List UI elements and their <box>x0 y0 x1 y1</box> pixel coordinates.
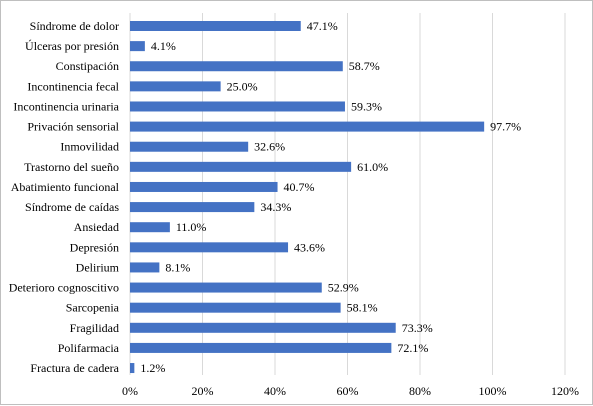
category-label: Fractura de cadera <box>30 361 119 375</box>
data-label: 4.1% <box>151 39 176 53</box>
data-label: 47.1% <box>307 19 338 33</box>
bar <box>130 21 301 31</box>
bar <box>130 121 485 132</box>
category-label: Sarcopenia <box>66 301 120 315</box>
data-label: 1.2% <box>140 361 165 375</box>
bar <box>130 302 341 313</box>
category-label: Trastorno del sueño <box>24 160 119 174</box>
data-label: 72.1% <box>397 341 428 355</box>
category-label: Constipación <box>56 59 119 73</box>
x-tick-label: 20% <box>192 384 214 398</box>
grid-layer <box>129 13 566 375</box>
bar <box>130 181 278 192</box>
bar <box>130 41 145 52</box>
category-label: Polifarmacia <box>58 341 120 355</box>
data-label: 32.6% <box>254 140 285 154</box>
bar <box>130 342 392 353</box>
category-label: Delirium <box>76 260 120 274</box>
data-label: 43.6% <box>294 240 325 254</box>
x-tick-label: 120% <box>551 384 579 398</box>
data-label: 73.3% <box>402 321 433 335</box>
category-label: Incontinencia urinaria <box>13 99 119 113</box>
label-layer: 0% 20% 40% 60% 80% 100% 120% Síndrome de dolor 4… <box>9 19 579 398</box>
category-label: Inmovilidad <box>60 140 119 154</box>
category-label: Úlceras por presión <box>25 39 119 53</box>
data-label: 61.0% <box>357 160 388 174</box>
data-label: 52.9% <box>328 281 359 295</box>
category-label: Depresión <box>70 240 119 254</box>
x-tick-label: 100% <box>479 384 507 398</box>
data-label: 8.1% <box>165 260 190 274</box>
bar <box>130 161 352 172</box>
bar <box>130 141 249 152</box>
category-label: Fragilidad <box>70 321 119 335</box>
category-label: Abatimiento funcional <box>11 180 120 194</box>
data-label: 59.3% <box>351 99 382 113</box>
data-label: 40.7% <box>284 180 315 194</box>
category-label: Síndrome de caídas <box>25 200 119 214</box>
bar <box>130 363 135 374</box>
bar <box>130 322 396 333</box>
category-label: Privación sensorial <box>27 120 119 134</box>
bar <box>130 282 322 293</box>
data-label: 97.7% <box>490 120 521 134</box>
bar <box>130 202 255 213</box>
bar <box>130 262 160 273</box>
x-tick-label: 60% <box>337 384 359 398</box>
data-label: 11.0% <box>176 220 207 234</box>
category-label: Deterioro cognoscitivo <box>9 281 119 295</box>
bar <box>130 61 343 72</box>
data-label: 25.0% <box>227 79 258 93</box>
bar <box>130 242 289 253</box>
bar-layer <box>130 21 485 374</box>
category-label: Síndrome de dolor <box>30 19 119 33</box>
data-label: 58.1% <box>347 301 378 315</box>
x-tick-label: 0% <box>122 384 138 398</box>
data-label: 34.3% <box>260 200 291 214</box>
data-label: 58.7% <box>349 59 380 73</box>
x-tick-label: 80% <box>409 384 431 398</box>
category-label: Incontinencia fecal <box>27 79 119 93</box>
category-label: Ansiedad <box>74 220 119 234</box>
bar <box>130 81 221 92</box>
bar <box>130 101 345 112</box>
x-tick-label: 40% <box>264 384 286 398</box>
bar <box>130 222 170 233</box>
